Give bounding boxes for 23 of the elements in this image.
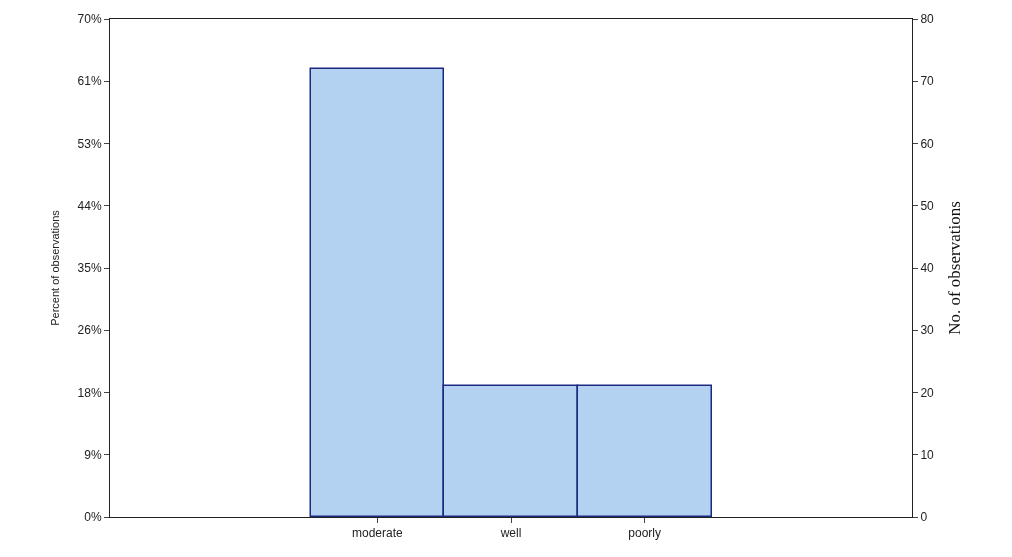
y2-tick-label: 70 — [920, 74, 935, 89]
y2-tick-label: 10 — [920, 447, 935, 462]
y2-axis-title: No. of observations — [945, 201, 965, 335]
y2-tick-label: 80 — [920, 12, 935, 27]
y2-tick-label: 30 — [920, 323, 935, 338]
y-tick-label: 61% — [77, 74, 102, 89]
x-tick-label: moderate — [351, 526, 403, 541]
y-axis-title: Percent of observations — [49, 209, 62, 326]
y-tick-label: 53% — [77, 136, 102, 151]
y-tick-label: 35% — [77, 261, 102, 276]
y2-tick-label: 0 — [920, 510, 928, 525]
x-tick-label: well — [499, 526, 522, 541]
y-tick-label: 44% — [77, 198, 102, 213]
y2-tick-label: 50 — [920, 198, 935, 213]
y-tick-label: 18% — [77, 385, 102, 400]
y2-tick-label: 60 — [920, 136, 935, 151]
y-tick-label: 0% — [84, 510, 102, 525]
y-tick-label: 26% — [77, 323, 102, 338]
y2-tick-label: 40 — [920, 261, 935, 276]
y-tick-label: 9% — [84, 447, 102, 462]
y-tick-label: 70% — [77, 12, 102, 27]
y2-tick-label: 20 — [920, 385, 935, 400]
x-tick-label: poorly — [628, 526, 662, 541]
